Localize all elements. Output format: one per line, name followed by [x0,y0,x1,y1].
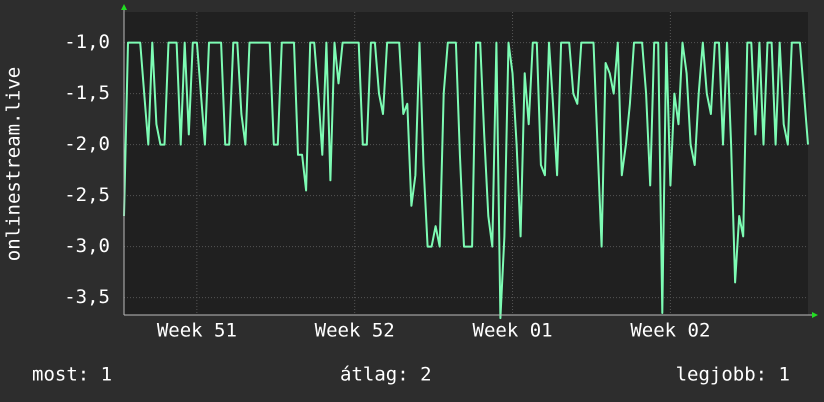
plot-area [124,12,808,315]
x-tick-label: Week 02 [630,320,710,342]
y-tick-label: -3,0 [64,235,110,257]
y-axis-label: onlinestream.live [3,67,25,261]
footer-now: most: 1 [32,364,112,386]
x-tick-label: Week 51 [157,320,237,342]
y-tick-label: -2,0 [64,133,110,155]
x-tick-label: Week 52 [315,320,395,342]
y-tick-label: -1,5 [64,82,110,104]
footer-best: legjobb: 1 [676,364,790,386]
y-tick-label: -3,5 [64,286,110,308]
x-axis-arrow [812,312,818,318]
series-line [123,41,809,320]
y-tick-label: -2,5 [64,184,110,206]
x-tick-label: Week 01 [473,320,553,342]
footer-average: átlag: 2 [340,364,432,386]
y-tick-label: -1,0 [64,31,110,53]
y-axis-arrow [121,4,127,10]
